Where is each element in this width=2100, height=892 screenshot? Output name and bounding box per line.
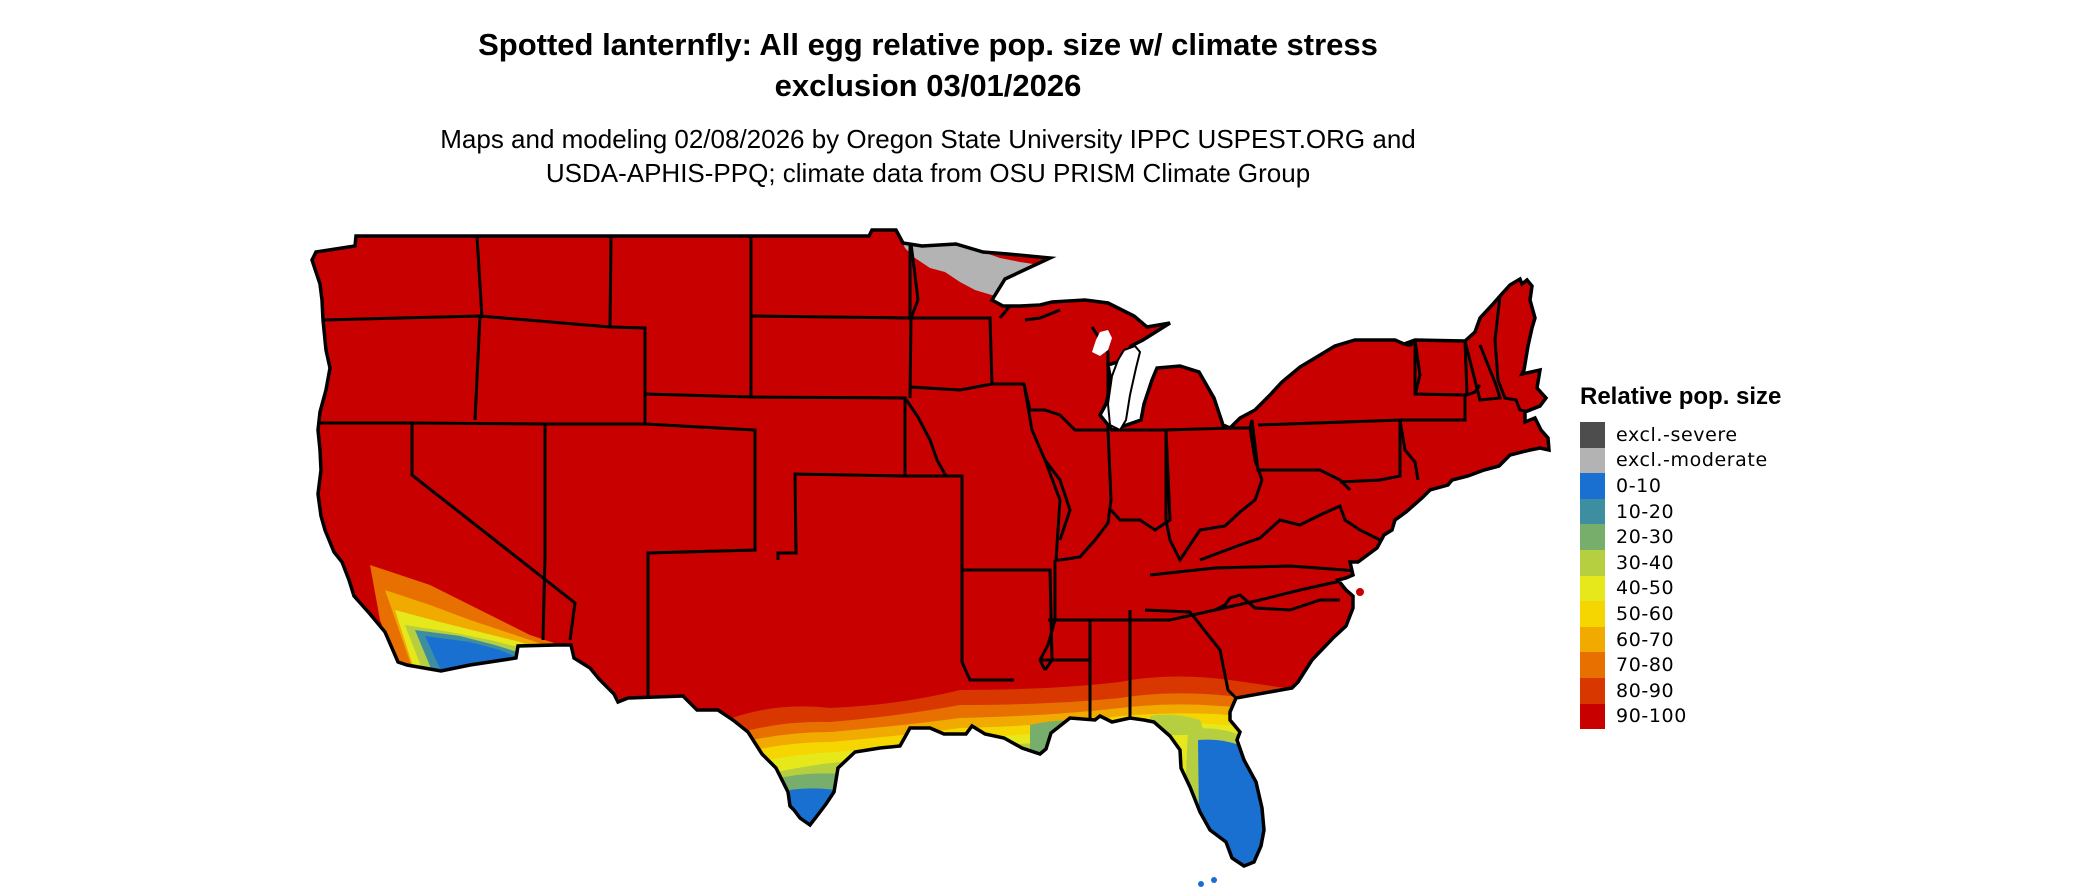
legend-label: 40-50 xyxy=(1616,577,1675,600)
legend-swatch xyxy=(1580,498,1605,525)
legend-swatch xyxy=(1580,703,1605,730)
legend-item: 30-40 xyxy=(1580,549,1781,576)
legend-label: 50-60 xyxy=(1616,602,1675,625)
legend-swatch xyxy=(1580,549,1605,576)
legend-item: 90-100 xyxy=(1580,703,1781,730)
legend-swatch xyxy=(1580,652,1605,678)
map-title: Spotted lanternfly: All egg relative pop… xyxy=(0,24,1856,106)
legend-item: 0-10 xyxy=(1580,473,1781,499)
legend-swatch xyxy=(1580,601,1605,627)
legend-item: 20-30 xyxy=(1580,524,1781,550)
legend-label: 60-70 xyxy=(1616,628,1675,651)
legend-swatch xyxy=(1580,626,1605,653)
legend-swatch xyxy=(1580,524,1605,550)
legend-item: excl.-moderate xyxy=(1580,447,1781,474)
legend-label: 20-30 xyxy=(1616,526,1675,549)
legend-swatch xyxy=(1580,575,1605,602)
legend-label: excl.-severe xyxy=(1616,423,1738,446)
legend-label: 10-20 xyxy=(1616,500,1675,523)
legend-swatch xyxy=(1580,422,1605,448)
legend-item: 40-50 xyxy=(1580,575,1781,602)
legend-item: 80-90 xyxy=(1580,677,1781,704)
legend-item: 60-70 xyxy=(1580,626,1781,653)
legend-swatch xyxy=(1580,473,1605,499)
legend: Relative pop. size excl.-severe excl.-mod… xyxy=(1580,382,1782,730)
legend-label: 70-80 xyxy=(1616,654,1675,677)
map-subtitle-line-1: Maps and modeling 02/08/2026 by Oregon S… xyxy=(440,124,1416,154)
legend-title: Relative pop. size xyxy=(1580,383,1782,410)
map-subtitle-line-2: USDA-APHIS-PPQ; climate data from OSU PR… xyxy=(545,158,1311,188)
legend-label: 30-40 xyxy=(1616,551,1675,574)
legend-label: 80-90 xyxy=(1616,679,1675,702)
map-title-line-2: exclusion 03/01/2026 xyxy=(774,68,1082,103)
legend-item: 70-80 xyxy=(1580,652,1781,678)
legend-item: 50-60 xyxy=(1580,601,1781,627)
legend-list: excl.-severe excl.-moderate 0-10 10-20 20-30… xyxy=(1580,422,1781,730)
legend-item: 10-20 xyxy=(1580,498,1781,525)
legend-label: excl.-moderate xyxy=(1616,449,1768,472)
legend-label: 0-10 xyxy=(1616,474,1662,497)
legend-item: excl.-severe xyxy=(1580,422,1781,448)
map-subtitle: Maps and modeling 02/08/2026 by Oregon S… xyxy=(0,122,1856,190)
legend-swatch xyxy=(1580,447,1605,474)
legend-swatch xyxy=(1580,677,1605,704)
map-title-line-1: Spotted lanternfly: All egg relative pop… xyxy=(478,27,1378,62)
legend-label: 90-100 xyxy=(1616,705,1687,728)
